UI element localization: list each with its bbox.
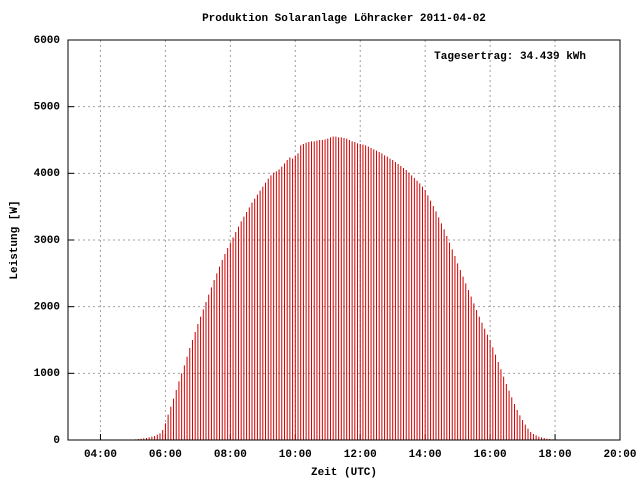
x-tick-label: 14:00 bbox=[409, 449, 442, 461]
annotation: Tagesertrag: 34.439 kWh bbox=[434, 51, 586, 63]
y-tick-label: 6000 bbox=[34, 35, 60, 47]
x-tick-label: 10:00 bbox=[279, 449, 312, 461]
y-axis-label: Leistung [W] bbox=[9, 200, 21, 279]
plot-frame bbox=[67, 39, 621, 441]
y-tick-label: 2000 bbox=[34, 302, 60, 314]
x-tick-label: 18:00 bbox=[539, 449, 572, 461]
x-tick-label: 08:00 bbox=[214, 449, 247, 461]
chart-title: Produktion Solaranlage Löhracker 2011-04… bbox=[202, 13, 486, 25]
y-tick-label: 3000 bbox=[34, 235, 60, 247]
x-tick-label: 12:00 bbox=[344, 449, 377, 461]
x-tick-label: 04:00 bbox=[84, 449, 117, 461]
y-tick-label: 4000 bbox=[34, 168, 60, 180]
x-tick-label: 06:00 bbox=[149, 449, 182, 461]
x-tick-label: 20:00 bbox=[603, 449, 636, 461]
y-tick-label: 5000 bbox=[34, 102, 60, 114]
y-tick-label: 1000 bbox=[34, 368, 60, 380]
y-tick-label: 0 bbox=[53, 435, 60, 447]
x-tick-label: 16:00 bbox=[474, 449, 507, 461]
x-axis-label: Zeit (UTC) bbox=[311, 467, 377, 479]
